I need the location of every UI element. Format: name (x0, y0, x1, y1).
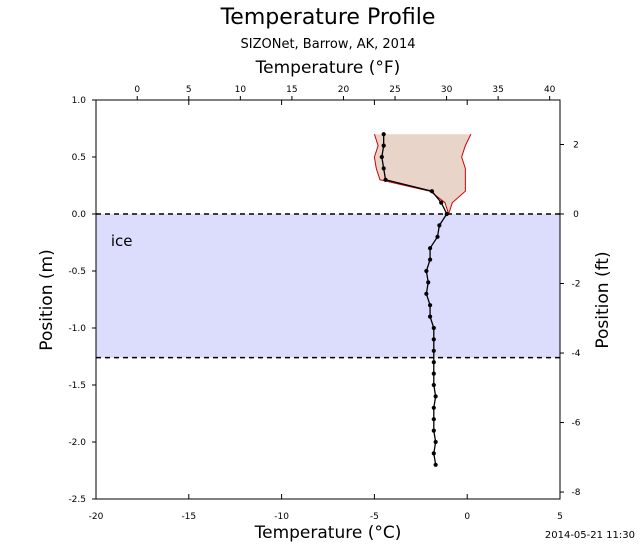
x-tick-label: -15 (181, 512, 196, 522)
data-point (431, 337, 436, 342)
data-point (439, 200, 444, 205)
y-tick-label: 1.0 (72, 96, 87, 106)
x-tick-label: -10 (274, 512, 289, 522)
x2-tick-label: 25 (389, 85, 400, 95)
y2-tick-label: -4 (572, 349, 581, 359)
ice-label: ice (111, 232, 133, 250)
y2-tick-label: 2 (573, 140, 579, 150)
data-point (431, 348, 436, 353)
data-point (431, 325, 436, 331)
data-point (427, 314, 433, 319)
data-point (431, 451, 436, 456)
data-point (424, 268, 429, 274)
data-point (427, 257, 433, 262)
data-point (381, 166, 386, 171)
x-tick-label: -20 (89, 512, 104, 522)
x2-tick-label: 0 (134, 85, 140, 95)
y2-tick-label: -6 (572, 419, 581, 429)
data-point (444, 211, 449, 217)
data-point (431, 360, 436, 365)
timestamp: 2014-05-21 11:30 (545, 530, 635, 541)
x2-tick-label: 30 (441, 85, 453, 95)
data-point (381, 143, 386, 148)
data-point (379, 154, 384, 160)
axis-ticks: -20 -15 -10 -5 0 50 5 10 15 20 25 30 35 401.00.50.0-0… (68, 85, 580, 522)
chart-title: Temperature Profile (220, 5, 436, 30)
y2-tick-label: -8 (572, 488, 581, 498)
x2-tick-label: 10 (235, 85, 247, 95)
range-max-line (448, 133, 472, 215)
x-tick-label: 5 (557, 512, 563, 522)
data-point (383, 177, 388, 182)
chart-subtitle: SIZONet, Barrow, AK, 2014 (241, 37, 416, 52)
x-tick-label: -5 (370, 512, 379, 522)
y-axis-label: Position (m) (37, 249, 57, 350)
range-band (374, 134, 471, 214)
x2-tick-label: 5 (186, 85, 192, 95)
data-point (427, 303, 433, 308)
data-point (431, 428, 436, 433)
y-tick-label: 0.5 (72, 153, 86, 163)
y-tick-label: 0.0 (72, 210, 87, 220)
right-axis-label: Position (ft) (593, 251, 613, 348)
top-axis-label: Temperature (°F) (255, 58, 401, 78)
x-tick-label: 0 (464, 512, 470, 522)
data-point (431, 405, 436, 410)
data-point (433, 394, 438, 399)
x2-tick-label: 15 (286, 85, 297, 95)
y-tick-label: -2.0 (68, 438, 86, 448)
data-point (426, 280, 431, 285)
x2-tick-label: 20 (338, 85, 350, 95)
x2-tick-label: 35 (492, 85, 503, 95)
x-axis-label: Temperature (°C) (254, 523, 402, 543)
data-point (429, 189, 435, 194)
data-point (437, 223, 442, 228)
y-tick-label: -2.5 (68, 495, 86, 505)
range-min-line (373, 134, 450, 215)
data-point (431, 417, 436, 422)
y-tick-label: -0.5 (68, 267, 86, 277)
x2-tick-label: 40 (544, 85, 556, 95)
y2-tick-label: 0 (573, 210, 579, 220)
plot-frame (95, 99, 561, 500)
y-tick-label: -1.0 (68, 324, 86, 334)
data-point (433, 439, 438, 445)
ice-layer (96, 214, 560, 358)
data-point (424, 291, 429, 296)
y-tick-label: -1.5 (68, 381, 86, 391)
data-point (435, 234, 440, 239)
data-point (381, 132, 386, 137)
plot-area: ice (95, 99, 561, 500)
data-point (431, 371, 436, 376)
data-point (433, 462, 438, 467)
data-point (427, 246, 433, 251)
data-point (431, 382, 436, 388)
y2-tick-label: -2 (572, 280, 581, 290)
